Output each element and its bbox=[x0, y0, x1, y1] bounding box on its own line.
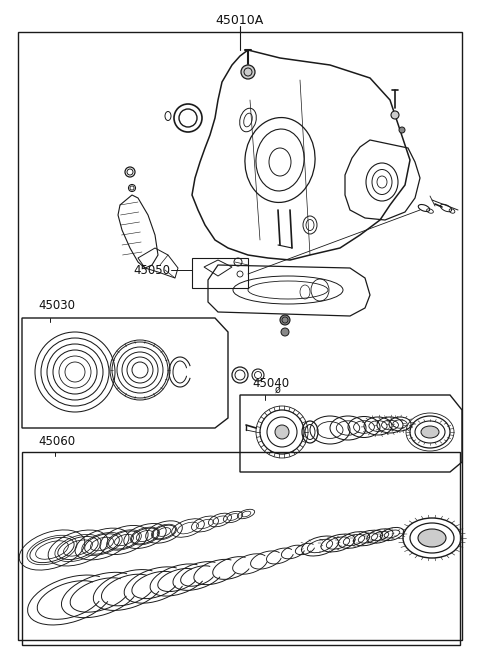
Circle shape bbox=[280, 315, 290, 325]
Text: 45050: 45050 bbox=[133, 264, 170, 276]
Text: 45010A: 45010A bbox=[216, 14, 264, 26]
Circle shape bbox=[275, 425, 289, 439]
Text: ø: ø bbox=[275, 385, 281, 395]
Ellipse shape bbox=[418, 529, 446, 547]
Circle shape bbox=[399, 127, 405, 133]
Circle shape bbox=[281, 328, 289, 336]
Circle shape bbox=[241, 65, 255, 79]
Text: 45040: 45040 bbox=[252, 377, 289, 390]
Text: 45030: 45030 bbox=[38, 299, 75, 312]
Ellipse shape bbox=[421, 426, 439, 438]
Circle shape bbox=[391, 111, 399, 119]
Text: 45060: 45060 bbox=[38, 435, 75, 448]
